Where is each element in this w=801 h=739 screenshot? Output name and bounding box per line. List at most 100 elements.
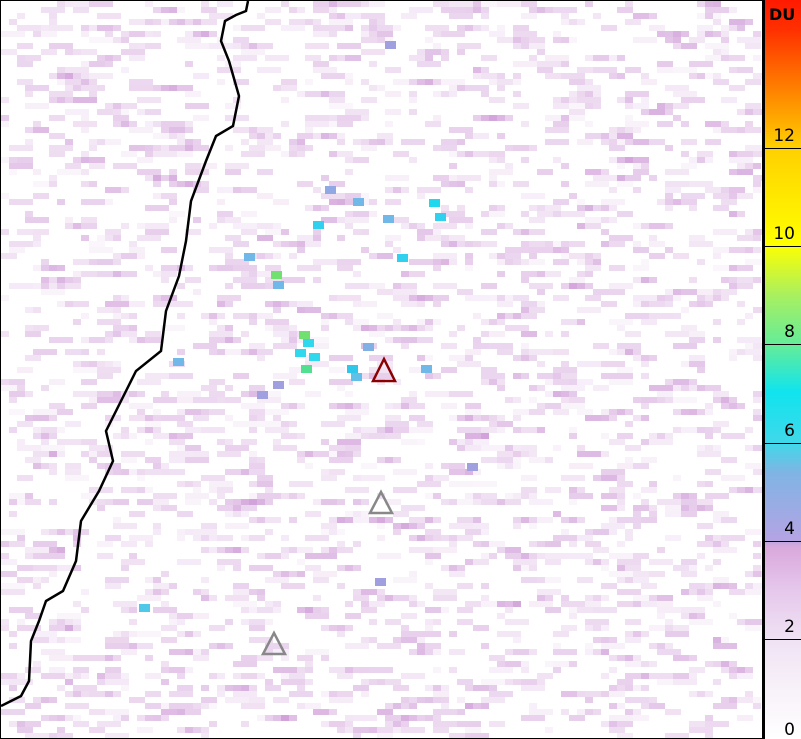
so2-pixel [681,361,705,367]
so2-pixel [481,583,489,589]
so2-pixel [105,637,129,643]
so2-pixel [425,475,433,481]
so2-pixel [273,439,281,445]
volcano-marker[interactable] [367,489,395,515]
so2-pixel [425,607,441,613]
so2-pixel [697,505,713,511]
so2-pixel [745,247,761,253]
so2-pixel [361,247,369,253]
so2-pixel [633,301,649,307]
so2-pixel [473,499,481,505]
so2-pixel [225,499,249,505]
so2-pixel [177,619,185,625]
so2-pixel [697,31,713,37]
so2-pixel [265,325,289,331]
so2-pixel [705,469,721,475]
so2-pixel [345,565,353,571]
so2-pixel [753,277,761,283]
so2-pixel [1,193,9,199]
so2-pixel [489,151,505,157]
so2-pixel [449,649,465,655]
so2-pixel [585,121,593,127]
so2-pixel [241,391,265,397]
so2-pixel [625,697,649,703]
so2-pixel [489,655,505,661]
so2-pixel [257,133,273,139]
so2-pixel [201,535,217,541]
so2-pixel [617,463,633,469]
so2-pixel [249,349,273,355]
so2-pixel [17,439,25,445]
so2-pixel [689,613,697,619]
so2-pixel [225,397,241,403]
so2-pixel [545,727,553,733]
so2-pixel [497,301,513,307]
so2-pixel [689,619,713,625]
so2-pixel [529,55,537,61]
so2-pixel [449,217,473,223]
so2-pixel [425,391,449,397]
so2-pixel [521,277,529,283]
so2-pixel [185,277,201,283]
so2-pixel [49,529,65,535]
so2-pixel [593,385,609,391]
so2-pixel [169,175,177,181]
volcano-marker[interactable] [260,630,288,656]
so2-pixel [145,577,161,583]
so2-pixel [585,697,593,703]
so2-pixel [593,637,617,643]
so2-pixel [425,373,433,379]
so2-pixel [121,223,129,229]
so2-pixel [233,499,257,505]
so2-pixel [401,325,417,331]
so2-pixel [257,355,265,361]
so2-hotspot-pixel [325,186,336,194]
so2-pixel [441,181,465,187]
so2-pixel [721,277,737,283]
so2-pixel [337,583,345,589]
so2-pixel [337,631,345,637]
so2-pixel [561,361,569,367]
volcano-marker-active[interactable] [370,356,398,383]
so2-pixel [73,73,89,79]
so2-pixel [649,25,665,31]
so2-pixel [25,85,49,91]
so2-pixel [201,1,209,7]
so2-pixel [49,499,57,505]
so2-pixel [89,361,113,367]
so2-pixel [729,613,737,619]
so2-pixel [649,235,657,241]
so2-pixel [457,289,473,295]
so2-pixel [185,169,209,175]
so2-pixel [409,223,425,229]
so2-pixel [233,511,241,517]
so2-pixel [609,73,625,79]
so2-pixel [745,19,753,25]
so2-pixel [545,607,561,613]
so2-pixel [513,427,521,433]
so2-pixel [57,451,65,457]
so2-pixel [649,439,673,445]
so2-pixel [369,517,393,523]
so2-pixel [281,337,305,343]
so2-pixel [257,595,265,601]
so2-pixel [345,79,353,85]
so2-pixel [553,247,569,253]
so2-pixel [105,691,121,697]
so2-pixel [513,565,521,571]
so2-pixel [529,283,553,289]
so2-pixel [361,517,385,523]
so2-pixel [1,559,17,565]
so2-pixel [681,589,689,595]
so2-pixel [249,535,265,541]
so2-pixel [657,607,681,613]
so2-pixel [313,595,321,601]
so2-pixel [337,547,345,553]
so2-pixel [617,133,633,139]
so2-pixel [17,385,25,391]
so2-pixel [105,643,129,649]
so2-pixel [81,313,89,319]
so2-pixel [313,571,337,577]
so2-pixel [57,427,65,433]
so2-pixel [41,553,65,559]
